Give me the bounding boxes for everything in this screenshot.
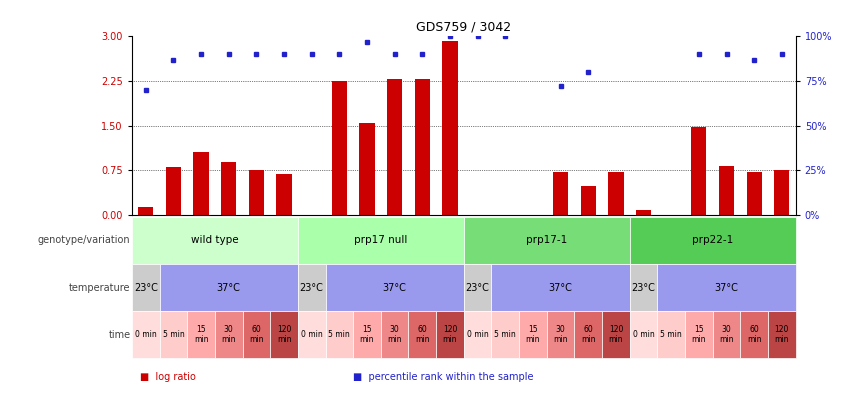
Text: 120
min: 120 min	[277, 325, 291, 345]
Bar	[166, 167, 181, 215]
Bar	[492, 264, 630, 311]
Text: 15
min: 15 min	[692, 325, 706, 345]
Text: 37°C: 37°C	[383, 283, 407, 292]
Bar	[464, 311, 492, 358]
Text: 5 min: 5 min	[660, 330, 683, 339]
Bar	[248, 170, 264, 215]
Bar	[332, 81, 347, 215]
Text: 5 min: 5 min	[328, 330, 351, 339]
Title: GDS759 / 3042: GDS759 / 3042	[416, 21, 511, 34]
Bar	[492, 311, 519, 358]
Bar	[298, 264, 326, 311]
Text: 30
min: 30 min	[719, 325, 734, 345]
Bar	[243, 311, 271, 358]
Bar	[326, 311, 353, 358]
Bar	[408, 311, 437, 358]
Text: 15
min: 15 min	[194, 325, 208, 345]
Bar	[768, 311, 796, 358]
Bar	[691, 127, 706, 215]
Text: 37°C: 37°C	[217, 283, 241, 292]
Text: 23°C: 23°C	[465, 283, 489, 292]
Text: time: time	[108, 330, 130, 340]
Text: 0 min: 0 min	[300, 330, 323, 339]
Text: 0 min: 0 min	[632, 330, 654, 339]
Text: wild type: wild type	[191, 235, 238, 245]
Bar	[138, 207, 153, 215]
Bar	[774, 170, 790, 215]
Bar	[298, 217, 464, 264]
Bar	[132, 311, 160, 358]
Bar	[740, 311, 768, 358]
Bar	[160, 311, 187, 358]
Text: 37°C: 37°C	[715, 283, 739, 292]
Text: temperature: temperature	[69, 283, 130, 292]
Text: ■  percentile rank within the sample: ■ percentile rank within the sample	[353, 372, 534, 382]
Bar	[443, 41, 458, 215]
Bar	[387, 79, 403, 215]
Bar	[277, 174, 292, 215]
Bar	[437, 311, 464, 358]
Bar	[685, 311, 713, 358]
Text: 120
min: 120 min	[774, 325, 789, 345]
Bar	[547, 311, 574, 358]
Bar	[464, 264, 492, 311]
Bar	[214, 311, 243, 358]
Text: 0 min: 0 min	[466, 330, 488, 339]
Bar	[187, 311, 214, 358]
Text: 23°C: 23°C	[134, 283, 157, 292]
Text: 60
min: 60 min	[581, 325, 596, 345]
Bar	[298, 311, 326, 358]
Text: 23°C: 23°C	[631, 283, 655, 292]
Bar	[657, 311, 685, 358]
Bar	[603, 311, 630, 358]
Text: 37°C: 37°C	[549, 283, 573, 292]
Bar	[553, 172, 568, 215]
Bar	[630, 217, 796, 264]
Bar	[359, 123, 374, 215]
Bar	[221, 162, 237, 215]
Text: 60
min: 60 min	[415, 325, 430, 345]
Bar	[608, 172, 624, 215]
Bar	[719, 166, 734, 215]
Text: 120
min: 120 min	[608, 325, 623, 345]
Bar	[381, 311, 408, 358]
Bar	[132, 264, 160, 311]
Text: 5 min: 5 min	[163, 330, 185, 339]
Bar	[326, 264, 464, 311]
Bar	[353, 311, 381, 358]
Bar	[132, 217, 298, 264]
Text: prp22-1: prp22-1	[692, 235, 734, 245]
Text: 15
min: 15 min	[360, 325, 374, 345]
Bar	[713, 311, 740, 358]
Text: 0 min: 0 min	[134, 330, 157, 339]
Bar	[636, 210, 651, 215]
Bar	[193, 152, 208, 215]
Text: 120
min: 120 min	[443, 325, 457, 345]
Text: 23°C: 23°C	[300, 283, 323, 292]
Text: genotype/variation: genotype/variation	[38, 235, 130, 245]
Bar	[630, 311, 657, 358]
Text: 60
min: 60 min	[747, 325, 762, 345]
Text: prp17 null: prp17 null	[354, 235, 408, 245]
Bar	[160, 264, 298, 311]
Bar	[414, 79, 430, 215]
Bar	[630, 264, 657, 311]
Text: prp17-1: prp17-1	[526, 235, 568, 245]
Bar	[574, 311, 603, 358]
Bar	[271, 311, 298, 358]
Text: ■  log ratio: ■ log ratio	[140, 372, 197, 382]
Text: 5 min: 5 min	[494, 330, 517, 339]
Text: 30
min: 30 min	[221, 325, 236, 345]
Bar	[580, 186, 596, 215]
Bar	[657, 264, 796, 311]
Bar	[519, 311, 547, 358]
Text: 15
min: 15 min	[526, 325, 540, 345]
Text: 30
min: 30 min	[387, 325, 402, 345]
Bar	[464, 217, 630, 264]
Text: 60
min: 60 min	[249, 325, 264, 345]
Bar	[746, 172, 762, 215]
Text: 30
min: 30 min	[553, 325, 568, 345]
